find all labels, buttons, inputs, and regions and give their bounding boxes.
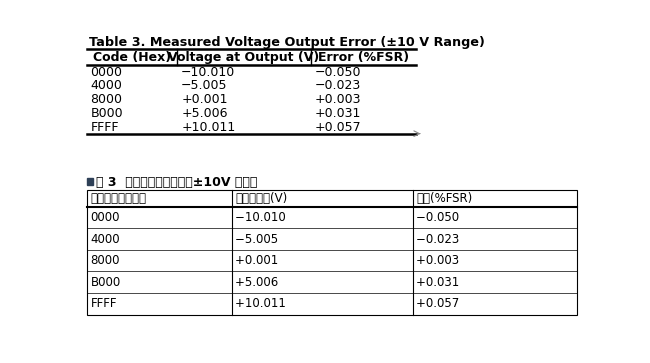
Text: −0.023: −0.023 xyxy=(315,79,361,93)
Text: −0.023: −0.023 xyxy=(416,233,471,246)
Text: 8000: 8000 xyxy=(90,93,123,106)
Text: −0.050: −0.050 xyxy=(315,66,361,78)
Text: B000: B000 xyxy=(90,276,121,289)
Text: +0.031: +0.031 xyxy=(416,276,471,289)
Text: +10.011: +10.011 xyxy=(235,297,298,310)
Text: 代码（十六进制）: 代码（十六进制） xyxy=(90,192,146,205)
Text: 8000: 8000 xyxy=(90,254,120,267)
Text: 4000: 4000 xyxy=(90,79,122,93)
Text: B000: B000 xyxy=(90,107,124,120)
Text: −5.005: −5.005 xyxy=(235,233,290,246)
Text: 输出端电压(V): 输出端电压(V) xyxy=(235,192,287,205)
Text: −0.050: −0.050 xyxy=(416,211,471,224)
Bar xyxy=(88,190,577,315)
Text: +10.011: +10.011 xyxy=(181,121,235,134)
Text: FFFF: FFFF xyxy=(90,121,119,134)
Text: +0.057: +0.057 xyxy=(416,297,471,310)
Text: +0.003: +0.003 xyxy=(416,254,471,267)
Text: FFFF: FFFF xyxy=(90,297,117,310)
Text: −10.010: −10.010 xyxy=(181,66,235,78)
Text: +0.001: +0.001 xyxy=(235,254,290,267)
Text: +5.006: +5.006 xyxy=(235,276,290,289)
Text: +0.031: +0.031 xyxy=(315,107,361,120)
Text: −10.010: −10.010 xyxy=(235,211,298,224)
Text: +5.006: +5.006 xyxy=(181,107,228,120)
Text: Code (Hex): Code (Hex) xyxy=(93,50,171,64)
Text: 0000: 0000 xyxy=(90,211,120,224)
Text: 误差(%FSR): 误差(%FSR) xyxy=(416,192,473,205)
Text: Error (%FSR): Error (%FSR) xyxy=(318,50,409,64)
Text: 4000: 4000 xyxy=(90,233,120,246)
Text: Voltage at Output (V): Voltage at Output (V) xyxy=(168,50,320,64)
Text: −5.005: −5.005 xyxy=(181,79,228,93)
Text: +0.003: +0.003 xyxy=(315,93,361,106)
Text: +0.057: +0.057 xyxy=(315,121,361,134)
Text: Table 3. Measured Voltage Output Error (±10 V Range): Table 3. Measured Voltage Output Error (… xyxy=(89,36,485,49)
Text: +0.001: +0.001 xyxy=(181,93,228,106)
Text: 表 3  测量电压输出误差（±10V 范围）: 表 3 测量电压输出误差（±10V 范围） xyxy=(96,176,257,189)
Bar xyxy=(88,178,93,185)
Text: 0000: 0000 xyxy=(90,66,123,78)
